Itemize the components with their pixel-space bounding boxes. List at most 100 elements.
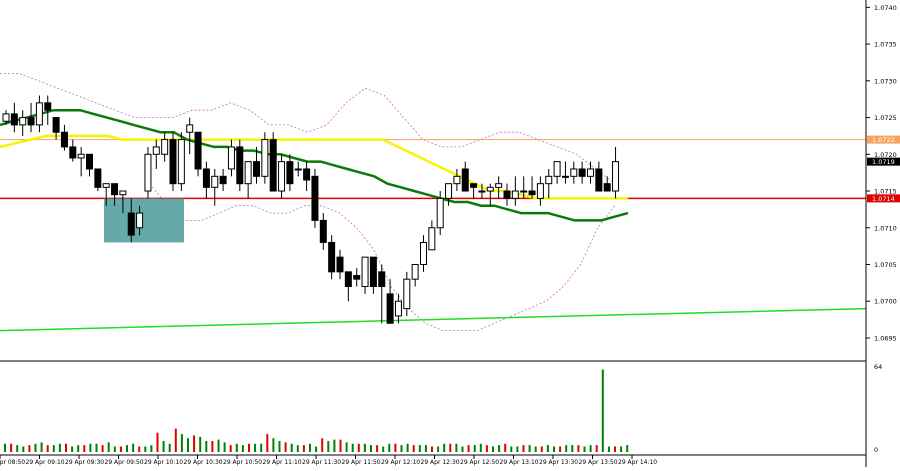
time-tick-label: 29 Apr 14:10 [618, 459, 657, 466]
candle-body [278, 161, 286, 192]
last-price-label: 1.0719 [872, 158, 895, 166]
candle-body [595, 168, 603, 192]
candle-body [186, 124, 194, 133]
candle-body [495, 183, 503, 188]
candle-body [253, 161, 260, 177]
candle-body [369, 256, 377, 288]
candle-body [111, 183, 119, 196]
level-label-box [867, 135, 900, 144]
trendline [0, 307, 867, 332]
time-tick-label: 29 Apr 11:10 [263, 459, 302, 466]
support-trendline [0, 307, 867, 332]
candle-body [244, 161, 252, 185]
candle-body [603, 183, 611, 192]
candle-body [27, 117, 35, 126]
bollinger-upper [0, 73, 616, 185]
candle-body [211, 175, 219, 188]
candle-body [311, 175, 319, 221]
candle-body [236, 146, 244, 185]
candle-body [470, 183, 478, 188]
price-tick-label: 1.0720 [874, 151, 897, 159]
candle-body [587, 168, 594, 177]
candle-body [328, 241, 336, 273]
candle-body [461, 168, 469, 192]
price-tick-label: 1.0735 [874, 41, 897, 49]
candle-body [511, 190, 519, 199]
time-tick-label: 29 Apr 10:50 [223, 459, 262, 466]
time-tick-label: 29 Apr 13:30 [539, 459, 578, 466]
candle-body [478, 190, 486, 193]
candle-body [361, 256, 369, 288]
time-tick-label: 29 Apr 11:30 [302, 459, 341, 466]
candle-body [44, 102, 52, 111]
candle-body [52, 117, 60, 133]
volume-tick-label: 0 [874, 446, 878, 454]
candle-body [453, 175, 461, 185]
time-tick-label: 29 Apr 13:50 [579, 459, 618, 466]
last-price-box [867, 157, 900, 166]
entry-zone-box [104, 198, 184, 243]
candle-body [303, 168, 311, 181]
price-tick-label: 1.0695 [874, 334, 897, 342]
level-label: 1.0722 [872, 136, 895, 144]
candle-body [553, 161, 561, 177]
candles [2, 95, 620, 324]
candle-body [77, 153, 85, 159]
level-label-box [867, 194, 900, 203]
candle-body [102, 183, 110, 188]
time-tick-label: 29 Apr 12:50 [460, 459, 499, 466]
candle-body [119, 190, 127, 196]
candle-body [10, 113, 18, 126]
candle-body [545, 175, 553, 185]
candle-body [536, 183, 544, 199]
time-tick-label: 29 Apr 11:50 [342, 459, 381, 466]
candle-body [177, 139, 185, 185]
time-tick-label: 29 Apr 12:30 [421, 459, 460, 466]
candle-body [428, 227, 436, 251]
candle-body [269, 139, 277, 192]
candle-body [69, 146, 77, 159]
candle-body [403, 278, 411, 310]
level-label: 1.0714 [872, 195, 895, 203]
time-tick-label: 29 Apr 10:30 [184, 459, 223, 466]
time-tick-label: 29 Apr 08:50 [0, 459, 25, 466]
candle-body [445, 183, 453, 199]
candle-body [86, 153, 93, 170]
price-tick-label: 1.0715 [874, 188, 897, 196]
candle-body [612, 161, 620, 192]
time-tick-label: 29 Apr 12:10 [381, 459, 420, 466]
candle-body [486, 186, 494, 192]
candle-body [503, 190, 511, 199]
volume-tick-label: 64 [874, 363, 882, 371]
time-tick-label: 29 Apr 10:10 [144, 459, 183, 466]
candle-body [261, 139, 269, 177]
candle-body [420, 241, 427, 265]
candle-body [570, 168, 578, 177]
candle-body [520, 190, 528, 193]
candle-body [94, 168, 102, 188]
candle-body [161, 139, 169, 155]
candle-body [227, 146, 235, 170]
candle-body [219, 175, 227, 185]
candle-body [286, 161, 294, 185]
time-tick-label: 29 Apr 09:30 [65, 459, 104, 466]
candle-body [127, 212, 135, 236]
ma-green-line [0, 108, 629, 222]
price-tick-label: 1.0700 [874, 298, 897, 306]
candle-body [294, 168, 302, 171]
candle-body [353, 275, 361, 280]
candle-body [436, 197, 444, 229]
price-tick-label: 1.0710 [874, 224, 897, 232]
candle-body [528, 190, 536, 196]
candle-body [169, 139, 177, 185]
candle-body [344, 271, 352, 288]
candle-body [394, 300, 402, 317]
time-tick-label: 29 Apr 09:50 [105, 459, 144, 466]
candle-body [386, 293, 394, 324]
candle-body [578, 168, 586, 177]
candle-body [60, 131, 68, 148]
candle-body [378, 271, 386, 288]
